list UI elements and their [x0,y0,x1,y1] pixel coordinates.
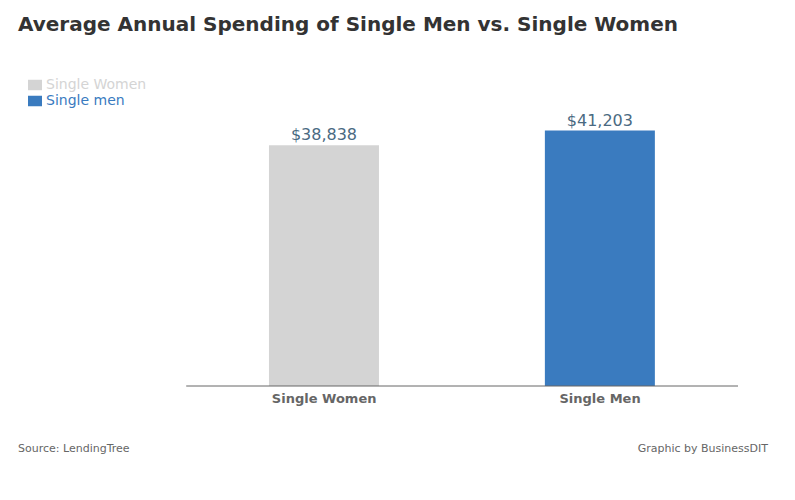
svg-text:Single Women: Single Women [272,391,377,406]
html-text:Average Annual Spending of Sin: Average Annual Spending of Single Men vs… [18,12,678,36]
svg-text:$38,838: $38,838 [291,125,357,144]
html-text:Single Women: Single Women [46,76,147,92]
html-text:Source: LendingTree: Source: LendingTree [18,442,130,455]
svg-text:Single Men: Single Men [559,391,640,406]
html-text:Single men: Single men [46,92,125,108]
svg-text:$41,203: $41,203 [567,111,633,130]
html-text:Graphic by BusinessDIT: Graphic by BusinessDIT [637,442,768,455]
